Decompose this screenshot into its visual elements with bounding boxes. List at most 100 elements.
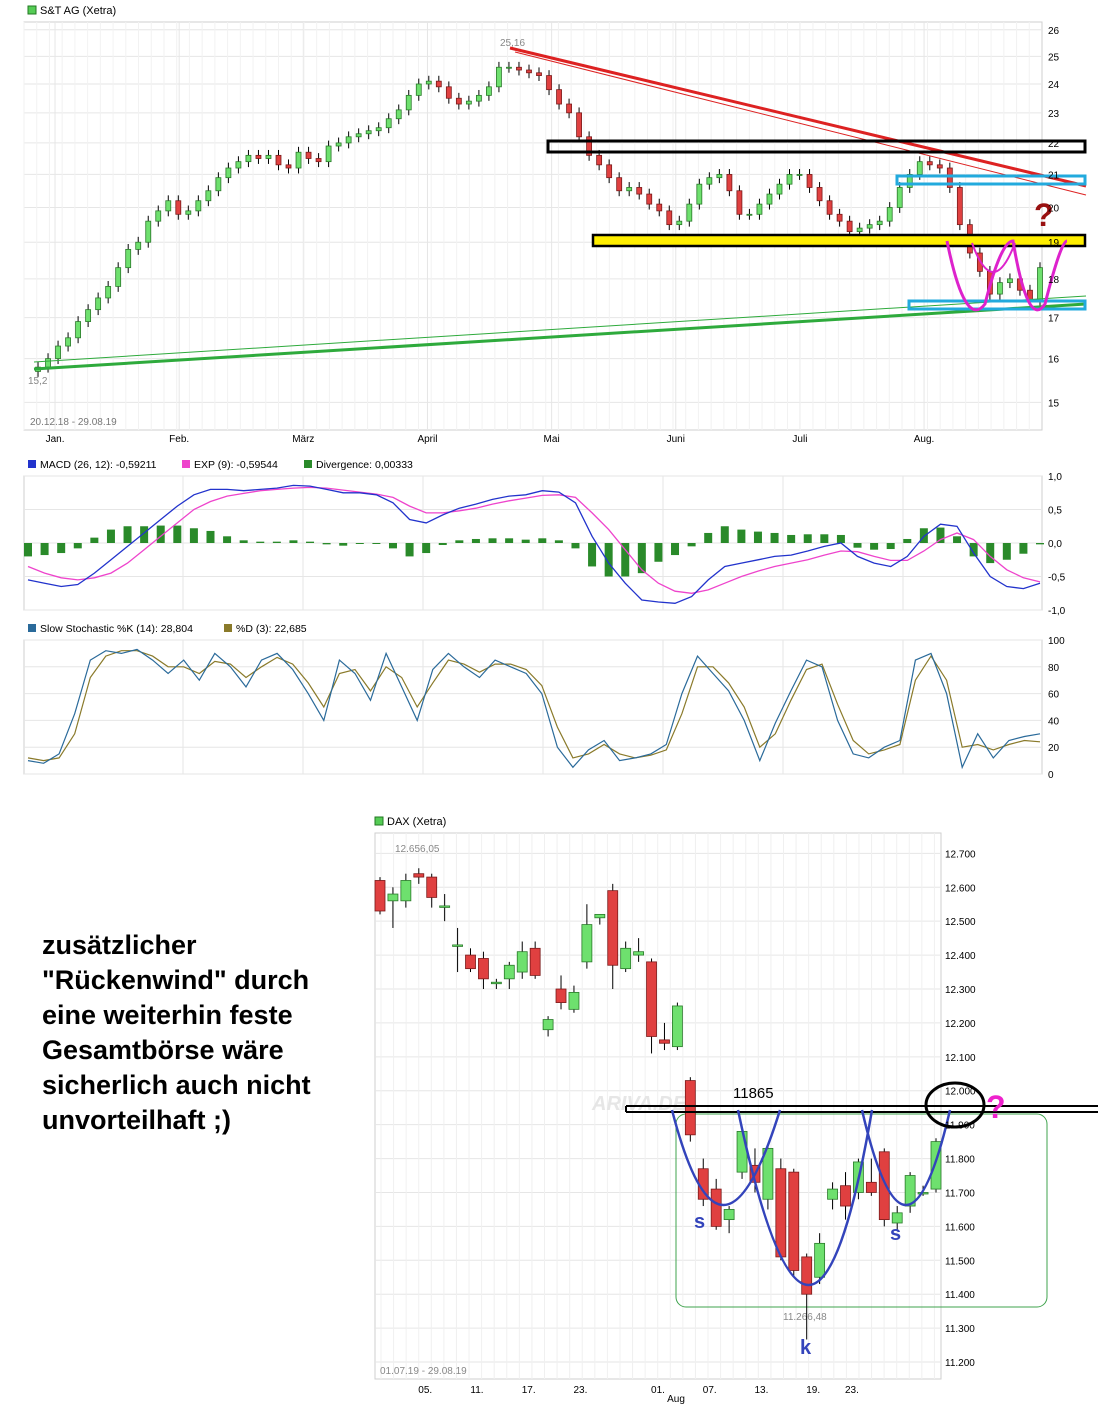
st-candle-body xyxy=(686,203,693,222)
st-candle-body xyxy=(55,345,61,360)
st-y-tick-label: 16 xyxy=(1048,355,1060,366)
dax-x-tick-label: 23. xyxy=(845,1385,859,1396)
st-legend-swatch xyxy=(27,5,37,15)
dax-head-label: k xyxy=(800,1337,812,1359)
macd-y-tick-label: 1,0 xyxy=(1048,472,1062,483)
st-candle-body xyxy=(125,248,132,269)
st-red-resistance-line-thin xyxy=(514,51,1087,196)
dax-candle-body xyxy=(891,1212,903,1224)
st-candle-body xyxy=(305,151,312,159)
st-candle-body xyxy=(796,174,803,176)
macd-divergence-bar xyxy=(969,543,978,557)
macd-divergence-bar xyxy=(256,541,265,543)
k-legend-swatch xyxy=(28,624,36,632)
st-candle-body xyxy=(826,200,833,215)
st-candle-body xyxy=(445,86,452,99)
annotation-text: zusätzlicher "Rückenwind" durch eine wei… xyxy=(42,930,311,1135)
dax-y-tick-label: 11.500 xyxy=(945,1256,975,1267)
stochastic-y-axis: 100 80 60 40 20 0 xyxy=(1048,636,1065,781)
st-candle-body xyxy=(916,161,923,175)
st-candle-body xyxy=(676,220,683,226)
st-candle-body xyxy=(586,136,593,156)
dax-candle-body xyxy=(607,890,619,966)
st-candle-body xyxy=(696,183,703,205)
dax-grid xyxy=(375,833,941,1379)
st-candle-body xyxy=(175,200,182,215)
st-candle-body xyxy=(75,321,81,339)
st-y-tick-label: 19 xyxy=(1048,238,1060,249)
exp-legend-label: EXP (9): -0,59544 xyxy=(194,459,278,471)
st-candle-body xyxy=(856,227,863,233)
macd-divergence-bar xyxy=(306,541,315,543)
macd-y-tick-label: -1,0 xyxy=(1048,606,1066,617)
st-candle-body xyxy=(245,154,252,163)
exp-signal-line xyxy=(27,486,1041,594)
macd-divergence-bar xyxy=(753,531,762,543)
st-candle-body xyxy=(395,109,402,120)
st-candle-body xyxy=(496,66,502,88)
st-candle-body xyxy=(846,220,853,233)
macd-divergence-bar xyxy=(223,536,232,543)
macd-divergence-bar xyxy=(787,534,796,543)
st-x-tick-label: Feb. xyxy=(169,434,189,445)
macd-divergence-bar xyxy=(372,543,381,544)
dax-watermark: ARIVA.DE xyxy=(591,1093,687,1115)
dax-candle-body xyxy=(633,951,645,956)
st-candle-body xyxy=(646,193,653,205)
stochastic-d-line xyxy=(27,650,1041,762)
macd-divergence-bar xyxy=(40,543,49,556)
st-candle-body xyxy=(165,200,172,212)
st-candle-body xyxy=(145,220,152,243)
macd-divergence-bar xyxy=(886,543,895,550)
dax-y-tick-label: 11.700 xyxy=(945,1188,975,1199)
dax-question-mark: ? xyxy=(986,1089,1006,1125)
st-candle-body xyxy=(135,241,142,250)
st-candle-body xyxy=(896,187,903,208)
st-candle-body xyxy=(155,210,162,222)
macd-divergence-bar xyxy=(422,543,431,554)
dax-green-frame xyxy=(675,1113,1048,1308)
dax-y-tick-label: 12.300 xyxy=(945,985,976,996)
macd-y-axis: 1,0 0,5 0,0 -0,5 -1,0 xyxy=(1048,472,1066,617)
d-legend-swatch xyxy=(224,624,232,632)
dax-x-tick-label: 13. xyxy=(754,1385,768,1396)
st-candle-body xyxy=(235,161,242,169)
divergence-legend-swatch xyxy=(304,460,312,468)
dax-candle-body xyxy=(568,991,580,1010)
dax-resistance-label: 11865 xyxy=(733,1085,774,1102)
dax-legend-swatch xyxy=(374,816,384,826)
st-candle-body xyxy=(596,154,603,166)
st-candle-body xyxy=(315,158,322,163)
st-black-box xyxy=(546,139,1087,154)
st-candle-body xyxy=(866,224,873,229)
st-candle-body xyxy=(335,142,342,147)
st-candle-body xyxy=(365,130,372,135)
st-candle-body xyxy=(1007,278,1013,284)
d-legend-label: %D (3): 22,685 xyxy=(236,623,307,635)
st-candle-body xyxy=(65,337,71,347)
st-candle-body xyxy=(956,187,963,226)
macd-divergence-bar xyxy=(90,537,99,543)
macd-divergence-bar xyxy=(571,543,580,549)
st-candle-body xyxy=(95,297,102,311)
macd-y-tick-label: 0,5 xyxy=(1048,506,1062,517)
dax-candle-body xyxy=(827,1188,838,1200)
macd-divergence-bar xyxy=(986,543,995,564)
macd-divergence-bar xyxy=(438,543,447,546)
st-candle-body xyxy=(455,97,462,105)
stochastic-plot-area xyxy=(23,639,1043,775)
dax-x-tick-label: 23. xyxy=(573,1385,587,1396)
dax-y-tick-label: 12.600 xyxy=(945,883,976,894)
st-x-tick-label: Aug. xyxy=(914,434,935,445)
dax-x-tick-label: 05. xyxy=(418,1385,432,1396)
dax-y-tick-label: 11.200 xyxy=(945,1358,975,1369)
macd-divergence-bar xyxy=(820,534,829,543)
dax-candle-body xyxy=(723,1209,735,1221)
st-x-tick-label: April xyxy=(417,434,437,445)
macd-divergence-bar xyxy=(239,540,248,543)
st-cyan-lower-box xyxy=(907,299,1087,311)
st-candle-body xyxy=(997,282,1003,295)
stochastic-y-tick-label: 20 xyxy=(1048,743,1060,754)
stochastic-y-tick-label: 40 xyxy=(1048,716,1060,727)
dax-breakout-circle xyxy=(924,1081,986,1129)
